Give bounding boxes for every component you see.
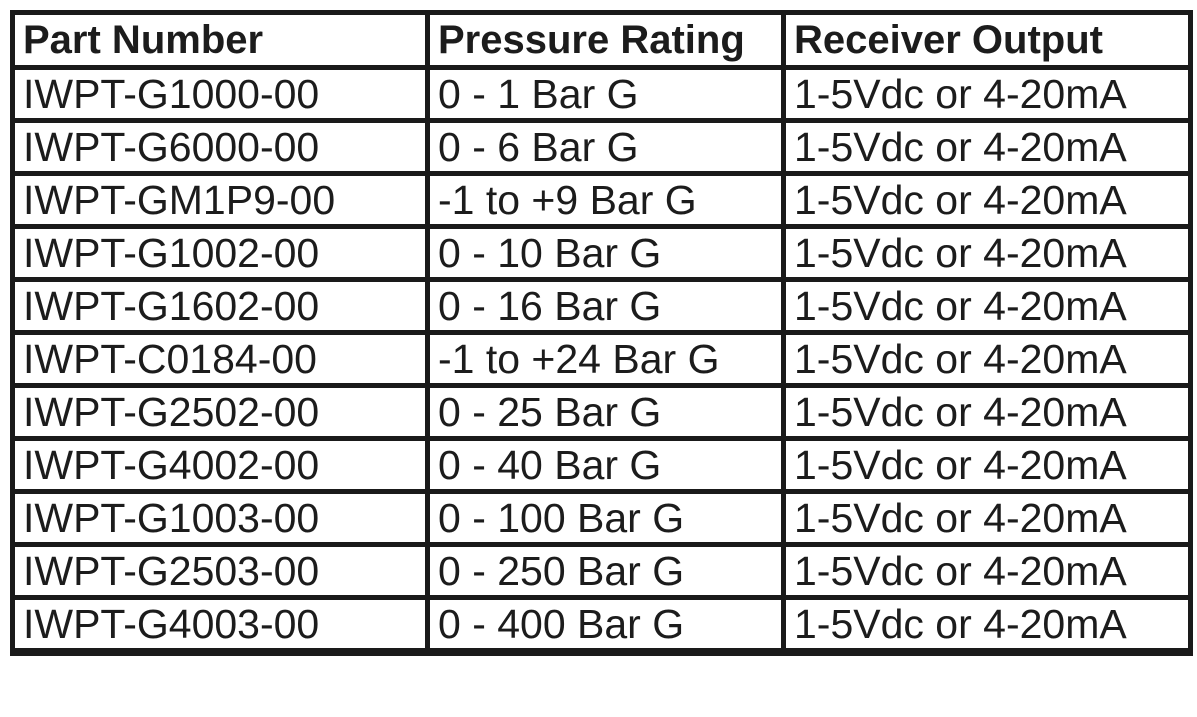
pressure-rating-cell: 0 - 10 Bar G xyxy=(425,224,786,282)
pressure-rating-cell: -1 to +24 Bar G xyxy=(425,330,786,388)
receiver-output-cell: 1-5Vdc or 4-20mA xyxy=(781,595,1193,656)
table-row: IWPT-G4002-00 0 - 40 Bar G 1-5Vdc or 4-2… xyxy=(10,436,1193,494)
part-number-cell: IWPT-G1003-00 xyxy=(10,489,430,547)
part-number-cell: IWPT-G4003-00 xyxy=(10,595,430,656)
pressure-rating-cell: -1 to +9 Bar G xyxy=(425,171,786,229)
table-row: IWPT-C0184-00 -1 to +24 Bar G 1-5Vdc or … xyxy=(10,330,1193,388)
pressure-rating-cell: 0 - 1 Bar G xyxy=(425,65,786,123)
table-body: IWPT-G1000-00 0 - 1 Bar G 1-5Vdc or 4-20… xyxy=(10,65,1193,656)
receiver-output-cell: 1-5Vdc or 4-20mA xyxy=(781,489,1193,547)
pressure-rating-cell: 0 - 25 Bar G xyxy=(425,383,786,441)
pressure-transmitter-table: Part Number Pressure Rating Receiver Out… xyxy=(10,10,1193,656)
pressure-rating-cell: 0 - 16 Bar G xyxy=(425,277,786,335)
table-row: IWPT-G2502-00 0 - 25 Bar G 1-5Vdc or 4-2… xyxy=(10,383,1193,441)
header-row: Part Number Pressure Rating Receiver Out… xyxy=(10,10,1193,70)
part-number-cell: IWPT-G6000-00 xyxy=(10,118,430,176)
table-row: IWPT-G1602-00 0 - 16 Bar G 1-5Vdc or 4-2… xyxy=(10,277,1193,335)
part-number-cell: IWPT-GM1P9-00 xyxy=(10,171,430,229)
table-row: IWPT-G6000-00 0 - 6 Bar G 1-5Vdc or 4-20… xyxy=(10,118,1193,176)
header-part-number: Part Number xyxy=(10,10,430,70)
pressure-rating-cell: 0 - 100 Bar G xyxy=(425,489,786,547)
table-row: IWPT-G2503-00 0 - 250 Bar G 1-5Vdc or 4-… xyxy=(10,542,1193,600)
receiver-output-cell: 1-5Vdc or 4-20mA xyxy=(781,171,1193,229)
table-row: IWPT-G4003-00 0 - 400 Bar G 1-5Vdc or 4-… xyxy=(10,595,1193,656)
pressure-rating-cell: 0 - 250 Bar G xyxy=(425,542,786,600)
receiver-output-cell: 1-5Vdc or 4-20mA xyxy=(781,542,1193,600)
part-number-cell: IWPT-G1002-00 xyxy=(10,224,430,282)
part-number-cell: IWPT-G1602-00 xyxy=(10,277,430,335)
table-header: Part Number Pressure Rating Receiver Out… xyxy=(10,10,1193,70)
part-number-cell: IWPT-G4002-00 xyxy=(10,436,430,494)
table-row: IWPT-G1000-00 0 - 1 Bar G 1-5Vdc or 4-20… xyxy=(10,65,1193,123)
part-number-cell: IWPT-G2503-00 xyxy=(10,542,430,600)
table-row: IWPT-G1002-00 0 - 10 Bar G 1-5Vdc or 4-2… xyxy=(10,224,1193,282)
receiver-output-cell: 1-5Vdc or 4-20mA xyxy=(781,224,1193,282)
part-number-cell: IWPT-G2502-00 xyxy=(10,383,430,441)
part-number-cell: IWPT-G1000-00 xyxy=(10,65,430,123)
receiver-output-cell: 1-5Vdc or 4-20mA xyxy=(781,383,1193,441)
header-pressure-rating: Pressure Rating xyxy=(425,10,786,70)
receiver-output-cell: 1-5Vdc or 4-20mA xyxy=(781,436,1193,494)
pressure-rating-cell: 0 - 400 Bar G xyxy=(425,595,786,656)
header-receiver-output: Receiver Output xyxy=(781,10,1193,70)
receiver-output-cell: 1-5Vdc or 4-20mA xyxy=(781,65,1193,123)
pressure-rating-cell: 0 - 6 Bar G xyxy=(425,118,786,176)
table-row: IWPT-G1003-00 0 - 100 Bar G 1-5Vdc or 4-… xyxy=(10,489,1193,547)
receiver-output-cell: 1-5Vdc or 4-20mA xyxy=(781,330,1193,388)
pressure-rating-cell: 0 - 40 Bar G xyxy=(425,436,786,494)
receiver-output-cell: 1-5Vdc or 4-20mA xyxy=(781,277,1193,335)
part-number-cell: IWPT-C0184-00 xyxy=(10,330,430,388)
receiver-output-cell: 1-5Vdc or 4-20mA xyxy=(781,118,1193,176)
table-row: IWPT-GM1P9-00 -1 to +9 Bar G 1-5Vdc or 4… xyxy=(10,171,1193,229)
